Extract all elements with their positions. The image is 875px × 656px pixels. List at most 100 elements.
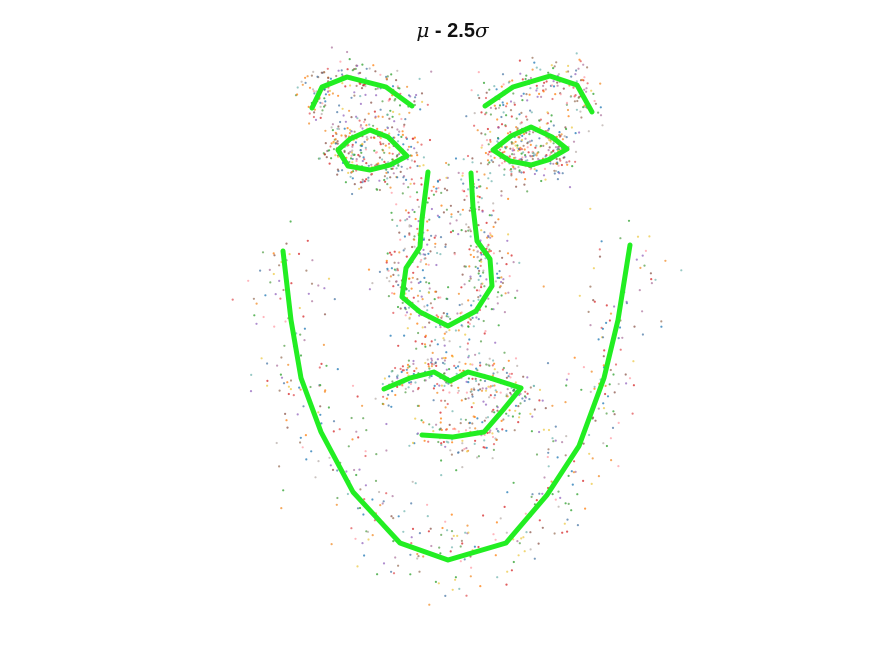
sample-point	[533, 408, 536, 411]
sample-point	[386, 252, 389, 255]
sample-point	[582, 366, 586, 369]
sample-point	[484, 330, 487, 333]
sample-point	[440, 428, 443, 432]
sample-point	[504, 292, 507, 295]
sample-point	[518, 59, 522, 62]
sample-point	[512, 481, 515, 484]
sample-point	[414, 340, 417, 343]
sample-point	[343, 150, 346, 153]
sample-point	[497, 430, 500, 433]
sample-point	[521, 156, 524, 159]
sample-point	[310, 74, 313, 77]
sample-point	[376, 127, 379, 130]
sample-point	[436, 214, 439, 217]
sample-point	[413, 147, 416, 150]
sample-point	[328, 456, 331, 459]
sample-point	[468, 209, 471, 212]
sample-point	[382, 562, 386, 565]
sample-point	[440, 315, 444, 318]
sample-point	[351, 161, 354, 164]
sample-point	[402, 369, 405, 372]
nose	[399, 169, 495, 329]
sample-point	[410, 542, 413, 545]
sample-point	[492, 308, 495, 311]
sample-point	[424, 379, 427, 382]
sample-point	[483, 332, 486, 335]
sample-point	[320, 422, 323, 425]
sample-point	[430, 340, 433, 343]
sample-point	[469, 363, 472, 366]
sample-point	[509, 147, 512, 150]
sample-point	[546, 129, 549, 132]
sample-point	[461, 449, 464, 452]
sample-point	[359, 124, 363, 127]
sample-point	[383, 151, 386, 154]
sample-point	[485, 187, 488, 190]
sample-point	[455, 219, 458, 222]
sample-point	[328, 149, 331, 152]
sample-point	[389, 186, 392, 189]
sample-point	[535, 154, 538, 157]
sample-point	[660, 320, 663, 323]
sample-point	[599, 114, 603, 117]
sample-point	[440, 442, 443, 445]
sample-point	[364, 93, 367, 96]
sample-point	[489, 106, 492, 109]
sample-point	[416, 164, 419, 168]
sample-point	[588, 433, 591, 437]
sample-point	[331, 92, 334, 95]
sample-point	[477, 224, 480, 227]
lower-lip	[419, 385, 524, 440]
sample-point	[396, 69, 399, 72]
sample-point	[393, 99, 396, 102]
sample-point	[415, 347, 418, 350]
sample-point	[566, 530, 569, 533]
sample-point	[492, 160, 495, 164]
sample-point	[454, 428, 457, 431]
sample-point	[408, 215, 411, 218]
sample-point	[437, 440, 440, 444]
sample-point	[426, 201, 429, 204]
sample-point	[522, 171, 525, 174]
sample-point	[402, 249, 405, 252]
sample-point	[474, 377, 477, 380]
sample-point	[529, 386, 532, 389]
sample-point	[593, 385, 596, 388]
sample-point	[506, 102, 509, 105]
sample-point	[329, 145, 332, 148]
sample-point	[399, 238, 402, 241]
sample-point	[535, 169, 538, 172]
sample-point	[589, 285, 592, 288]
sample-point	[464, 333, 467, 336]
sample-point	[446, 312, 449, 315]
sample-point	[385, 449, 388, 452]
sample-point	[553, 65, 556, 68]
sample-point	[461, 325, 464, 328]
sample-point	[412, 271, 415, 274]
sample-point	[487, 177, 490, 180]
sample-point	[360, 87, 364, 90]
sample-point	[586, 82, 589, 85]
sample-point	[332, 430, 335, 433]
sample-point	[375, 453, 378, 456]
sample-point	[591, 457, 594, 460]
sample-point	[249, 390, 253, 393]
sample-point	[409, 573, 412, 576]
sample-point	[561, 531, 564, 534]
sample-point	[409, 553, 412, 556]
sample-point	[422, 156, 425, 159]
sample-point	[463, 198, 466, 201]
sample-point	[520, 171, 523, 174]
sample-point	[450, 530, 454, 533]
sample-point	[467, 229, 470, 232]
sample-point	[319, 105, 322, 108]
sample-point	[370, 136, 373, 139]
sample-point	[358, 187, 361, 190]
sample-point	[398, 130, 401, 133]
sample-point	[365, 429, 368, 432]
sample-point	[496, 118, 499, 121]
sample-point	[272, 272, 275, 276]
sample-point	[456, 312, 459, 315]
sample-point	[416, 322, 419, 325]
sample-point	[601, 124, 604, 127]
